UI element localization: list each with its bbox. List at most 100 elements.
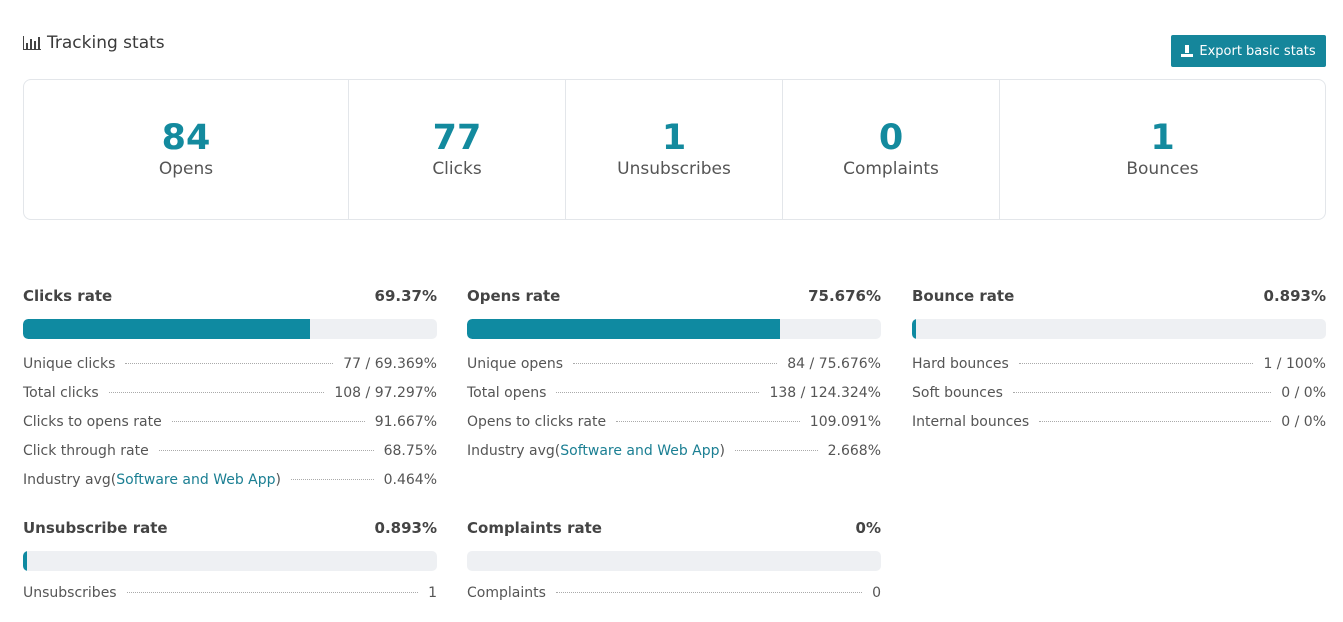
summary-card-clicks: 77 Clicks (349, 80, 566, 219)
stat-row: Soft bounces 0 / 0% (912, 385, 1326, 414)
progress-bar (23, 551, 437, 571)
stat-row: Unsubscribes 1 (23, 585, 437, 614)
summary-cards: 84 Opens 77 Clicks 1 Unsubscribes 0 Comp… (23, 79, 1326, 220)
stat-row: Unique opens 84 / 75.676% (467, 356, 881, 385)
stat-row: Click through rate 68.75% (23, 443, 437, 472)
summary-label: Opens (158, 158, 214, 179)
section-value: 0.893% (374, 519, 437, 537)
progress-fill (467, 319, 781, 339)
summary-card-unsubscribes: 1 Unsubscribes (566, 80, 783, 219)
stat-label: Unique clicks (23, 356, 116, 372)
industry-link[interactable]: Software and Web App (560, 443, 720, 459)
dotted-leader (171, 421, 365, 422)
dotted-leader (1012, 392, 1272, 393)
bounce-rate-section: Bounce rate 0.893% Hard bounces 1 / 100% S… (912, 287, 1326, 443)
opens-rate-section: Opens rate 75.676% Unique opens 84 / 75.6… (467, 287, 881, 472)
stat-value: 77 / 69.369% (343, 356, 437, 372)
summary-label: Clicks (432, 158, 482, 179)
stat-value: 138 / 124.324% (769, 385, 881, 401)
stat-label: Opens to clicks rate (467, 414, 607, 430)
stat-value: 108 / 97.297% (334, 385, 437, 401)
complaints-rate-section: Complaints rate 0% Complaints 0 (467, 519, 881, 614)
stat-row: Hard bounces 1 / 100% (912, 356, 1326, 385)
dotted-leader (555, 592, 863, 593)
summary-card-bounces: 1 Bounces (1000, 80, 1325, 219)
stat-value: 0 / 0% (1281, 414, 1326, 430)
summary-card-opens: 84 Opens (24, 80, 349, 219)
stat-value: 0.464% (383, 472, 437, 488)
stats-list: Complaints 0 (467, 585, 881, 614)
dotted-leader (125, 363, 334, 364)
stat-label-suffix: ) (275, 472, 281, 488)
section-value: 75.676% (808, 287, 881, 305)
stat-value: 68.75% (383, 443, 437, 459)
stats-list: Unique opens 84 / 75.676% Total opens 138 /… (467, 356, 881, 472)
stat-label: Total clicks (23, 385, 99, 401)
section-value: 0% (855, 519, 881, 537)
unsubscribe-rate-section: Unsubscribe rate 0.893% Unsubscribes 1 (23, 519, 437, 614)
progress-bar (467, 319, 881, 339)
dotted-leader (1018, 363, 1254, 364)
stat-row: Internal bounces 0 / 0% (912, 414, 1326, 443)
stat-label: Soft bounces (912, 385, 1003, 401)
stats-list: Unique clicks 77 / 69.369% Total clicks 108… (23, 356, 437, 501)
section-title: Complaints rate (467, 519, 602, 537)
stat-row: Industry avg(Software and Web App) 2.668% (467, 443, 881, 472)
stat-label-suffix: ) (719, 443, 725, 459)
section-header: Bounce rate 0.893% (912, 287, 1326, 307)
summary-value: 0 (878, 118, 904, 159)
export-basic-stats-button[interactable]: Export basic stats (1171, 35, 1326, 67)
section-title: Opens rate (467, 287, 561, 305)
section-header: Clicks rate 69.37% (23, 287, 437, 307)
stats-list: Hard bounces 1 / 100% Soft bounces 0 / 0% In… (912, 356, 1326, 443)
stat-value: 2.668% (827, 443, 881, 459)
stat-row: Total clicks 108 / 97.297% (23, 385, 437, 414)
section-title: Unsubscribe rate (23, 519, 168, 537)
stat-row: Total opens 138 / 124.324% (467, 385, 881, 414)
summary-value: 77 (432, 118, 482, 159)
export-icon (1181, 45, 1194, 57)
dotted-leader (573, 363, 778, 364)
summary-value: 84 (161, 118, 211, 159)
stat-label: Internal bounces (912, 414, 1030, 430)
section-title: Bounce rate (912, 287, 1015, 305)
export-button-label: Export basic stats (1199, 43, 1316, 59)
summary-label: Unsubscribes (617, 158, 731, 179)
progress-bar (23, 319, 437, 339)
progress-fill (23, 319, 311, 339)
stat-value: 0 (872, 585, 881, 601)
stat-value: 84 / 75.676% (787, 356, 881, 372)
bar-chart-icon (23, 36, 41, 50)
section-header: Complaints rate 0% (467, 519, 881, 539)
stat-label: Industry avg(Software and Web App) (23, 472, 281, 488)
dotted-leader (291, 479, 374, 480)
stat-value: 109.091% (809, 414, 881, 430)
stat-label: Unique opens (467, 356, 564, 372)
dotted-leader (108, 392, 325, 393)
stat-value: 1 (428, 585, 437, 601)
clicks-rate-section: Clicks rate 69.37% Unique clicks 77 / 69.… (23, 287, 437, 501)
summary-value: 1 (1150, 118, 1175, 159)
stat-label: Clicks to opens rate (23, 414, 162, 430)
stat-label-prefix: Industry avg( (467, 443, 561, 459)
stat-row: Clicks to opens rate 91.667% (23, 414, 437, 443)
section-value: 0.893% (1263, 287, 1326, 305)
dotted-leader (126, 592, 419, 593)
dotted-leader (1039, 421, 1272, 422)
industry-link[interactable]: Software and Web App (116, 472, 276, 488)
section-title: Clicks rate (23, 287, 113, 305)
progress-bar (467, 551, 881, 571)
dotted-leader (158, 450, 374, 451)
dotted-leader (735, 450, 818, 451)
progress-fill (912, 319, 916, 339)
summary-label: Bounces (1126, 158, 1199, 179)
stat-label: Hard bounces (912, 356, 1009, 372)
summary-value: 1 (661, 118, 687, 159)
section-value: 69.37% (374, 287, 437, 305)
stat-value: 1 / 100% (1263, 356, 1326, 372)
stat-label: Unsubscribes (23, 585, 117, 601)
summary-label: Complaints (843, 158, 939, 179)
dotted-leader (556, 392, 760, 393)
stats-list: Unsubscribes 1 (23, 585, 437, 614)
stat-row: Complaints 0 (467, 585, 881, 614)
